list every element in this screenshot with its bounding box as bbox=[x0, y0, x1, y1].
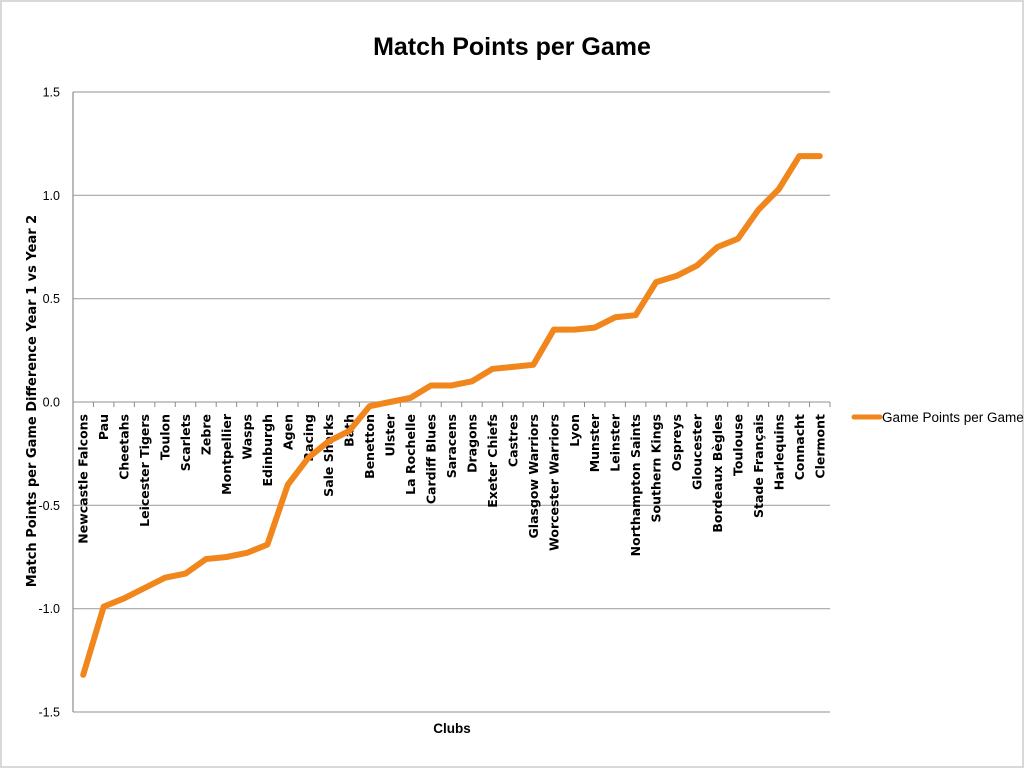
x-tick-label: La Rochelle bbox=[403, 414, 418, 495]
x-tick-label: Saracens bbox=[444, 414, 459, 478]
y-tick-label: -1.0 bbox=[38, 602, 60, 616]
y-tick-label: 0.5 bbox=[43, 292, 60, 306]
x-axis-ticks: Newcastle Falcons Pau Cheetahs Leicester Ti… bbox=[76, 413, 828, 556]
data-point bbox=[325, 438, 332, 445]
data-point bbox=[755, 207, 762, 213]
x-tick-label: Exeter Chiefs bbox=[485, 414, 500, 508]
axes bbox=[72, 92, 831, 712]
y-axis-ticks: 1.5 1.0 0.5 0.0 -0.5 -1.0 -1.5 bbox=[38, 86, 60, 720]
data-point bbox=[469, 378, 475, 385]
data-point bbox=[735, 235, 741, 242]
data-point bbox=[264, 541, 271, 548]
data-point bbox=[776, 186, 782, 192]
data-point bbox=[428, 382, 434, 389]
x-tick-label: Wasps bbox=[239, 414, 254, 460]
data-point bbox=[796, 153, 803, 159]
data-point bbox=[244, 550, 250, 556]
x-tick-label: Southern Kings bbox=[649, 414, 664, 523]
x-tick-label: Stade Français bbox=[751, 414, 766, 518]
chart-title: Match Points per Game bbox=[373, 33, 651, 61]
data-point bbox=[141, 585, 148, 591]
y-tick-label: 1.0 bbox=[43, 189, 60, 203]
data-point bbox=[100, 603, 107, 610]
x-tick-label: Gloucester bbox=[690, 413, 705, 490]
x-tick-label: Pau bbox=[96, 414, 111, 440]
data-point bbox=[591, 324, 598, 331]
x-tick-label: Toulon bbox=[158, 414, 173, 460]
data-point bbox=[162, 574, 168, 581]
x-tick-label: Zebre bbox=[198, 414, 213, 455]
x-tick-label: Dragons bbox=[464, 414, 479, 473]
x-tick-label: Ospreys bbox=[669, 414, 684, 471]
data-point bbox=[551, 326, 557, 333]
x-tick-label: Connacht bbox=[792, 414, 807, 480]
x-tick-label: Benetton bbox=[362, 414, 377, 479]
data-point bbox=[530, 362, 537, 368]
data-point bbox=[223, 554, 230, 560]
data-point bbox=[714, 244, 721, 250]
x-tick-label: Ulster bbox=[383, 413, 398, 456]
x-tick-label: Bordeaux Bègles bbox=[710, 414, 725, 533]
data-point bbox=[448, 382, 455, 389]
data-point bbox=[407, 395, 414, 401]
data-point bbox=[285, 481, 291, 488]
data-point bbox=[366, 403, 373, 409]
x-tick-label: Newcastle Falcons bbox=[76, 414, 91, 544]
gridlines bbox=[73, 91, 830, 713]
x-tick-label: Leinster bbox=[608, 413, 623, 472]
legend-label: Game Points per Game bbox=[882, 410, 1024, 425]
y-axis-title: Match Points per Game Difference Year 1 … bbox=[25, 215, 40, 587]
data-point bbox=[694, 262, 700, 269]
x-tick-label: Scarlets bbox=[178, 414, 193, 471]
x-tick-label: Cheetahs bbox=[117, 414, 132, 480]
series-layer bbox=[80, 153, 823, 678]
y-tick-label: 1.5 bbox=[43, 86, 60, 100]
x-tick-label: Sale Sharks bbox=[321, 414, 336, 497]
data-point bbox=[489, 366, 496, 372]
x-axis-title: Clubs bbox=[433, 721, 471, 736]
data-point bbox=[305, 455, 312, 461]
data-point bbox=[673, 273, 680, 279]
x-tick-label: Lyon bbox=[567, 414, 582, 447]
x-tick-label: Clermont bbox=[812, 414, 827, 479]
x-tick-label: Leicester Tigers bbox=[137, 414, 152, 527]
data-point bbox=[182, 570, 189, 577]
data-point bbox=[632, 312, 639, 319]
x-tick-label: Glasgow Warriors bbox=[526, 414, 541, 538]
x-tick-label: Edinburgh bbox=[260, 414, 275, 487]
x-tick-label: Northampton Saints bbox=[628, 414, 643, 556]
x-tick-label: Castres bbox=[505, 414, 520, 467]
legend: Game Points per Game bbox=[851, 410, 1024, 425]
x-tick-label: Montpellier bbox=[219, 413, 234, 495]
y-tick-label: -0.5 bbox=[38, 499, 60, 513]
x-tick-label: Racing bbox=[301, 414, 316, 462]
x-tick-label: Cardiff Blues bbox=[424, 414, 439, 504]
data-point bbox=[346, 428, 353, 434]
x-tick-label: Harlequins bbox=[771, 414, 786, 490]
data-point bbox=[80, 672, 87, 678]
data-point bbox=[612, 314, 618, 321]
x-tick-label: Toulouse bbox=[730, 414, 745, 476]
x-tick-label: Munster bbox=[587, 413, 602, 472]
data-point bbox=[510, 364, 516, 370]
x-tick-label: Worcester Warriors bbox=[546, 414, 561, 551]
data-point bbox=[121, 595, 127, 602]
data-point bbox=[816, 153, 823, 159]
data-point bbox=[571, 326, 578, 333]
y-tick-label: -1.5 bbox=[38, 706, 60, 720]
data-point bbox=[387, 399, 393, 405]
data-point bbox=[653, 279, 659, 285]
x-tick-label: Agen bbox=[280, 414, 295, 450]
y-tick-label: 0.0 bbox=[43, 396, 60, 410]
data-point bbox=[203, 556, 209, 562]
